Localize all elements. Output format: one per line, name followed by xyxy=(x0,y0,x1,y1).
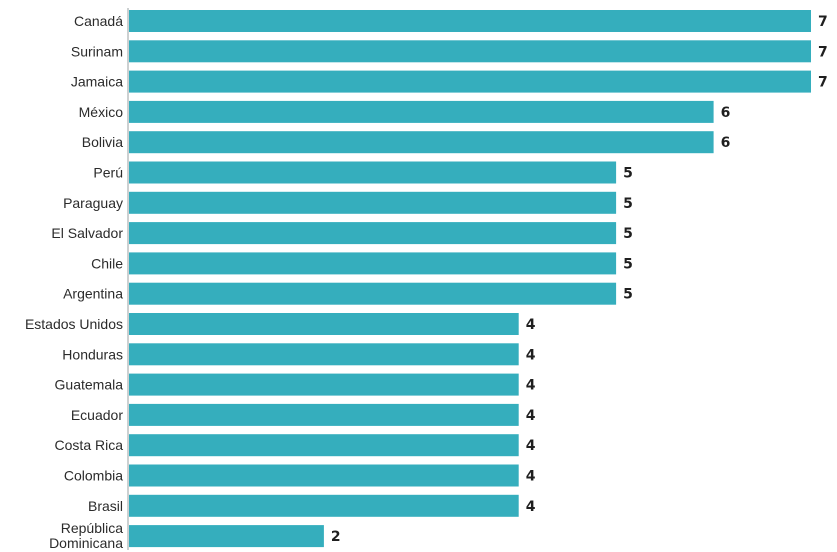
bar xyxy=(129,10,811,32)
value-label: 5 xyxy=(623,287,633,303)
value-label: 5 xyxy=(623,256,633,272)
bars-group xyxy=(129,10,811,548)
value-label: 4 xyxy=(526,408,536,424)
category-label: Chile xyxy=(91,255,123,271)
category-label: República Dominicana xyxy=(49,520,123,551)
value-label: 5 xyxy=(623,166,633,182)
value-label: 4 xyxy=(526,469,536,485)
value-label: 4 xyxy=(526,438,536,454)
value-labels-group: 7 7 7 6 6 5 5 5 5 5 4 4 4 4 4 4 4 2 xyxy=(331,14,828,545)
category-label: Canadá xyxy=(74,13,123,29)
category-label: Guatemala xyxy=(55,377,124,393)
category-label: Ecuador xyxy=(71,407,123,423)
category-label: Brasil xyxy=(88,498,123,514)
value-label: 7 xyxy=(818,44,828,60)
value-label: 5 xyxy=(623,226,633,242)
category-label: Surinam xyxy=(71,43,123,59)
category-label: Colombia xyxy=(64,468,123,484)
bar xyxy=(129,191,617,214)
value-label: 6 xyxy=(721,105,731,121)
bar xyxy=(129,40,811,63)
bar xyxy=(129,282,617,305)
category-label: Costa Rica xyxy=(55,437,124,453)
category-label: Estados Unidos xyxy=(25,316,123,332)
category-label: Paraguay xyxy=(63,195,123,211)
value-label: 4 xyxy=(526,317,536,333)
bar xyxy=(129,313,519,335)
value-label: 4 xyxy=(526,347,536,363)
category-label: México xyxy=(79,104,124,120)
bar xyxy=(129,100,714,123)
bar xyxy=(129,252,617,275)
category-label: Perú xyxy=(93,165,123,181)
value-label: 7 xyxy=(818,75,828,91)
value-label: 7 xyxy=(818,14,828,30)
value-label: 4 xyxy=(526,378,536,394)
category-labels-group: Canadá Surinam Jamaica México Bolivia Perú Par… xyxy=(25,13,123,551)
bar xyxy=(129,343,519,366)
category-label: Honduras xyxy=(62,346,123,362)
category-label: Argentina xyxy=(63,286,123,302)
bar xyxy=(129,464,519,487)
bar xyxy=(129,222,617,245)
value-label: 4 xyxy=(526,499,536,515)
category-label: Bolivia xyxy=(82,134,123,150)
bar xyxy=(129,373,519,396)
bar xyxy=(129,403,519,426)
value-label: 6 xyxy=(721,135,731,151)
bar xyxy=(129,525,324,548)
value-label: 2 xyxy=(331,529,341,545)
bar xyxy=(129,434,519,457)
bar xyxy=(129,161,617,184)
bar xyxy=(129,131,714,154)
bar xyxy=(129,494,519,517)
category-label: Jamaica xyxy=(71,74,123,90)
bar xyxy=(129,70,811,93)
value-label: 5 xyxy=(623,196,633,212)
category-label: El Salvador xyxy=(51,225,123,241)
